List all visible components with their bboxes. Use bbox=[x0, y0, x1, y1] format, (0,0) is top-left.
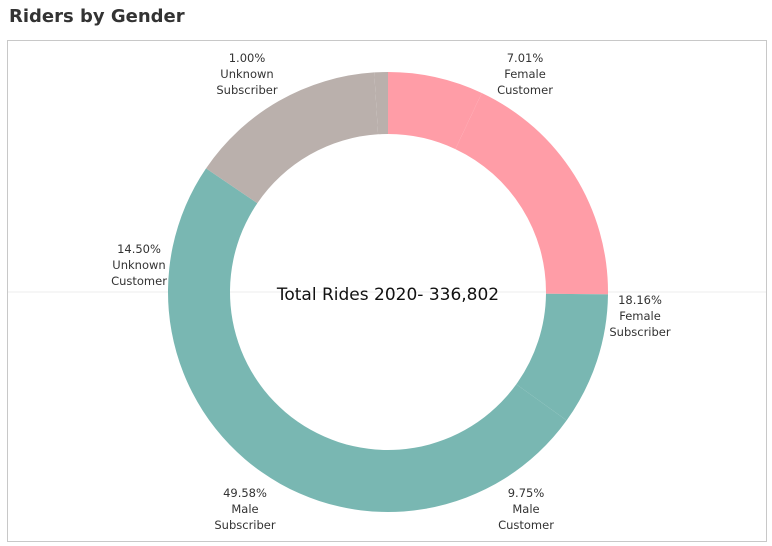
slice-labels: 7.01% Female Customer 18.16% Female Subscribe… bbox=[111, 51, 671, 532]
donut-slices bbox=[168, 72, 608, 512]
slice-male-customer[interactable] bbox=[516, 293, 608, 421]
slice-female-subscriber[interactable] bbox=[455, 92, 608, 295]
slice-label-unknown-customer: 14.50% Unknown Customer bbox=[111, 242, 167, 288]
slice-label-unknown-subscriber: 1.00% Unknown Subscriber bbox=[216, 51, 278, 97]
slice-label-male-subscriber: 49.58% Male Subscriber bbox=[214, 486, 276, 532]
slice-unknown-subscriber[interactable] bbox=[374, 72, 388, 135]
center-total-label: Total Rides 2020- 336,802 bbox=[276, 285, 499, 305]
slice-unknown-customer[interactable] bbox=[206, 72, 379, 204]
slice-label-female-subscriber: 18.16% Female Subscriber bbox=[609, 293, 671, 339]
slice-label-male-customer: 9.75% Male Customer bbox=[498, 486, 554, 532]
slice-female-customer[interactable] bbox=[388, 72, 482, 150]
slice-label-female-customer: 7.01% Female Customer bbox=[497, 51, 553, 97]
slice-male-subscriber[interactable] bbox=[168, 168, 567, 512]
chart-title: Riders by Gender bbox=[9, 6, 185, 27]
